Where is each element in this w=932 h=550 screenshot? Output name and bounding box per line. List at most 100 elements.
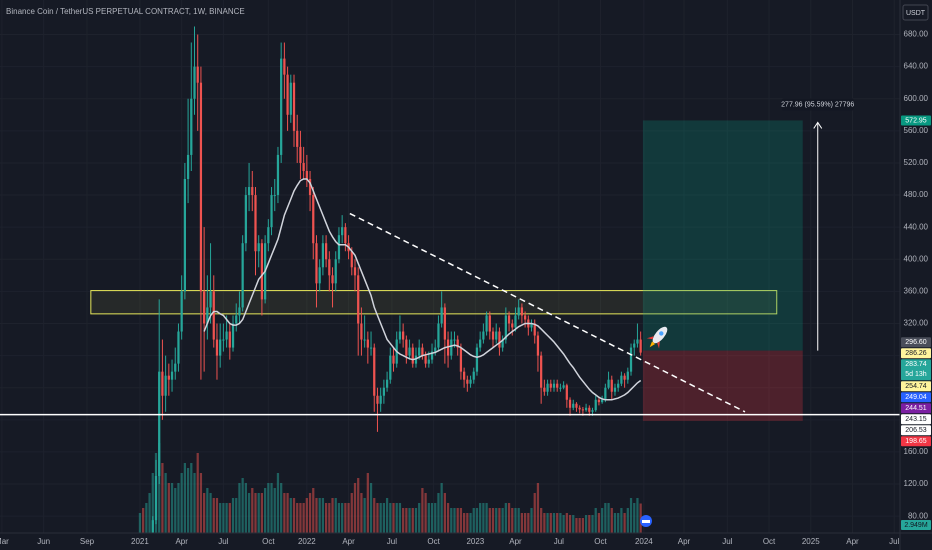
loss-zone	[642, 350, 803, 421]
price-tag-label: 198.65	[905, 438, 927, 445]
volume-bar	[392, 503, 395, 533]
volume-bar	[260, 493, 264, 533]
candle-body	[292, 82, 296, 131]
volume-bar	[549, 513, 552, 533]
x-tick-label: Apr	[342, 537, 355, 546]
volume-bar	[267, 483, 270, 533]
candle-body	[453, 339, 456, 341]
candle-body	[443, 307, 446, 340]
candle-body	[193, 66, 196, 99]
candle-body	[283, 58, 286, 75]
candle-body	[398, 331, 402, 340]
volume-bar	[305, 498, 308, 533]
volume-bar	[556, 513, 559, 533]
volume-bar	[617, 513, 620, 533]
volume-bar	[584, 515, 588, 533]
candle-body	[247, 187, 251, 196]
volume-bar	[540, 508, 543, 533]
candle-body	[321, 243, 325, 268]
candle-body	[591, 410, 594, 412]
candle-body	[154, 476, 158, 521]
price-tag	[901, 436, 931, 447]
candle-body	[341, 227, 344, 236]
volume-bar	[235, 498, 238, 533]
volume-bar	[520, 513, 524, 533]
candle-body	[517, 307, 520, 316]
candle-body	[459, 347, 463, 372]
candle-body	[385, 379, 389, 388]
x-tick-label: Jul	[387, 537, 397, 546]
candle-body	[523, 315, 527, 320]
candle-body	[254, 195, 257, 252]
x-tick-label: Oct	[427, 537, 440, 546]
volume-bar	[299, 503, 302, 533]
volume-bar	[286, 493, 289, 533]
candle-body	[594, 399, 597, 411]
x-tick-label: Mar	[0, 537, 9, 546]
grid	[0, 0, 900, 533]
price-tag	[901, 359, 931, 381]
volume-bar	[263, 488, 267, 533]
countdown-label: 5d 13h	[905, 371, 927, 378]
volume-bar	[337, 503, 341, 533]
x-tick-label: Apr	[678, 537, 691, 546]
candle-body	[617, 383, 620, 388]
y-tick-label: 360.00	[904, 286, 929, 295]
candle-body	[424, 355, 427, 364]
candle-body	[514, 315, 517, 328]
candle-body	[584, 407, 588, 411]
volume-bar	[594, 508, 597, 533]
volume-bar	[440, 483, 443, 533]
profit-zone	[642, 120, 803, 351]
volume-bar	[318, 498, 321, 533]
volume-bar	[639, 503, 642, 533]
candle-body	[533, 323, 536, 336]
volume-bar	[389, 503, 392, 533]
y-tick-label: 440.00	[904, 222, 929, 231]
volume-bar	[180, 473, 183, 533]
candle-body	[353, 267, 357, 276]
candle-body	[495, 331, 498, 340]
candle-body	[382, 387, 386, 396]
candle-body	[450, 339, 453, 356]
candle-body	[530, 323, 533, 328]
volume-bar	[491, 508, 495, 533]
volume-bar	[607, 503, 610, 533]
volume-bar	[623, 513, 626, 533]
measure-label-bg	[781, 98, 854, 111]
currency-button[interactable]	[902, 4, 929, 21]
volume-bar	[565, 513, 568, 533]
volume-bar	[315, 498, 318, 533]
candle-body	[389, 355, 392, 380]
volume-bar	[453, 508, 456, 533]
y-tick-label: 320.00	[904, 319, 929, 328]
candle-body	[565, 385, 568, 400]
volume-bar	[536, 483, 540, 533]
price-tag	[901, 403, 931, 414]
candle-body	[408, 347, 411, 356]
candle-body	[241, 243, 244, 308]
candle-body	[296, 130, 299, 147]
candle-body	[209, 291, 212, 308]
volume-bar	[507, 503, 511, 533]
candle-body	[549, 383, 552, 388]
volume-bar	[341, 503, 344, 533]
arrow-head	[813, 121, 823, 129]
price-tag-label: 244.51	[905, 405, 927, 412]
candle-body	[623, 375, 626, 380]
candle-body	[228, 331, 231, 348]
candle-body	[466, 379, 469, 384]
x-tick-label: 2021	[131, 537, 149, 546]
price-tag-label: 283.74	[905, 361, 927, 368]
x-tick-label: Apr	[175, 537, 188, 546]
candle-body	[199, 82, 203, 292]
volume-bar	[395, 503, 398, 533]
volume-bar	[466, 513, 469, 533]
volume-bar	[437, 493, 440, 533]
volume-bar	[363, 498, 366, 533]
volume-bar	[501, 508, 504, 533]
volume-bar	[604, 503, 607, 533]
x-tick-label: 2024	[635, 537, 653, 546]
candle-body	[238, 307, 241, 316]
